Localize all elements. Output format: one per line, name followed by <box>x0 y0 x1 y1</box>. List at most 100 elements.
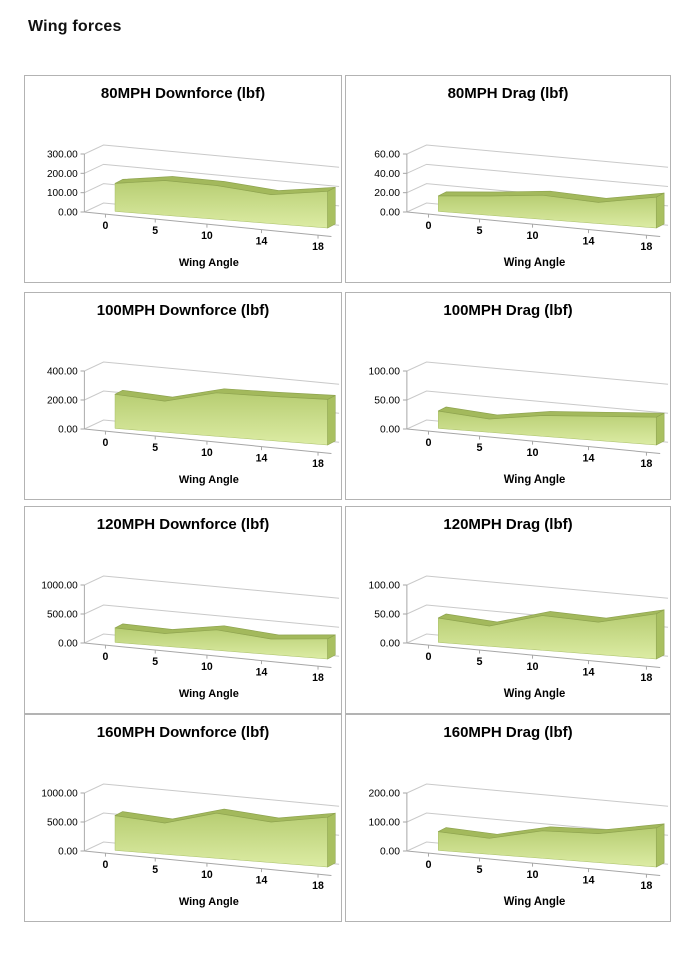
x-tick-label: 14 <box>256 874 268 886</box>
chart-title: 80MPH Downforce (lbf) <box>100 85 266 102</box>
x-axis-title: Wing Angle <box>504 474 565 486</box>
x-tick-label: 14 <box>256 666 268 678</box>
x-tick-label: 14 <box>583 452 595 464</box>
y-tick-label: 100.00 <box>369 580 401 591</box>
x-tick-label: 0 <box>425 859 431 871</box>
x-axis-title: Wing Angle <box>179 474 239 486</box>
chart-title: 160MPH Downforce (lbf) <box>96 724 270 741</box>
x-tick-label: 14 <box>256 452 268 464</box>
x-tick-label: 18 <box>640 880 652 892</box>
x-tick-label: 5 <box>477 225 483 237</box>
gridline <box>84 361 340 385</box>
area-top-ridge <box>437 406 665 420</box>
chart-canvas-120mph-downforce: 0.00 500.00 1000.00 0 5 10 14 18 Wing Angle <box>41 575 340 700</box>
y-tick-label: 60.00 <box>374 149 400 160</box>
area-top-ridge <box>437 609 665 627</box>
x-axis-title: Wing Angle <box>504 896 565 908</box>
x-axis-line <box>84 642 332 669</box>
area-front-face <box>114 627 328 660</box>
y-tick-label: 0.00 <box>380 424 400 435</box>
x-tick-label: 14 <box>583 666 595 678</box>
y-tick-label: 40.00 <box>374 169 400 180</box>
y-tick-label: 300.00 <box>47 149 78 160</box>
x-tick-label: 5 <box>152 225 158 237</box>
y-tick-label: 100.00 <box>369 366 401 377</box>
area-top-ridge <box>114 623 336 640</box>
x-tick-label: 10 <box>201 447 213 459</box>
x-tick-label: 18 <box>312 880 324 892</box>
area-top-ridge <box>437 190 665 203</box>
chart-title: 120MPH Drag (lbf) <box>443 516 573 533</box>
x-axis-line <box>406 428 661 455</box>
chart-canvas-100mph-drag: 0.00 50.00 100.00 0 5 10 14 18 Wing Angle <box>369 361 669 486</box>
gridline <box>406 361 669 385</box>
x-tick-label: 10 <box>201 230 213 242</box>
chart-160mph-drag: 160MPH Drag (lbf) 0.00 100.00 200.00 0 5 10 14… <box>345 714 671 922</box>
y-tick-label: 0.00 <box>380 638 400 649</box>
x-tick-label: 18 <box>312 672 324 684</box>
chart-canvas-80mph-drag: 0.00 20.00 40.00 60.00 0 5 10 14 18 Wing Angle <box>374 144 669 269</box>
gridline <box>406 163 669 188</box>
chart-120mph-downforce: 120MPH Downforce (lbf) 0.00 500.00 1000.00… <box>24 506 342 714</box>
x-tick-label: 10 <box>201 661 213 673</box>
x-tick-label: 14 <box>256 235 268 247</box>
y-tick-label: 0.00 <box>380 207 400 218</box>
area-end-cap <box>655 192 665 229</box>
gridline <box>84 575 340 599</box>
y-tick-label: 0.00 <box>380 846 400 857</box>
y-tick-label: 50.00 <box>374 609 400 620</box>
x-tick-label: 5 <box>152 656 158 668</box>
x-tick-label: 5 <box>477 656 483 668</box>
area-top-ridge <box>114 808 336 824</box>
area-end-cap <box>327 812 336 868</box>
area-end-cap <box>655 609 665 660</box>
chart-80mph-downforce: 80MPH Downforce (lbf) 0.00 100.00 200.00 30… <box>24 75 342 283</box>
chart-100mph-downforce: 100MPH Downforce (lbf) 0.00 200.00 400.00 0… <box>24 292 342 500</box>
x-tick-label: 10 <box>527 230 539 242</box>
gridline <box>406 812 669 836</box>
x-tick-label: 0 <box>103 859 109 871</box>
x-tick-label: 5 <box>152 864 158 876</box>
area-end-cap <box>327 186 336 229</box>
gridline <box>84 163 340 188</box>
chart-title: 80MPH Drag (lbf) <box>447 85 569 102</box>
area-front-face <box>114 392 328 446</box>
gridline <box>406 783 669 807</box>
chart-canvas-160mph-downforce: 0.00 500.00 1000.00 0 5 10 14 18 Wing Angle <box>41 783 340 908</box>
gridline <box>84 604 340 628</box>
x-axis-line <box>84 850 332 877</box>
x-tick-label: 5 <box>477 442 483 454</box>
x-axis-line <box>84 428 332 455</box>
x-axis-title: Wing Angle <box>179 257 239 269</box>
chart-title: 100MPH Drag (lbf) <box>443 302 573 319</box>
y-tick-label: 0.00 <box>58 207 78 218</box>
page-title: Wing forces <box>28 18 122 35</box>
gridline <box>84 783 340 807</box>
y-tick-label: 100.00 <box>47 188 78 199</box>
gridline <box>406 144 669 168</box>
chart-title: 100MPH Downforce (lbf) <box>96 302 270 319</box>
y-tick-label: 200.00 <box>369 788 401 799</box>
chart-title: 160MPH Drag (lbf) <box>443 724 573 741</box>
chart-100mph-drag: 100MPH Drag (lbf) 0.00 50.00 100.00 0 5 10 14 1… <box>345 292 671 500</box>
gridline <box>406 575 669 599</box>
y-tick-label: 1000.00 <box>41 580 78 591</box>
y-tick-label: 0.00 <box>58 424 78 435</box>
x-tick-label: 0 <box>425 437 431 449</box>
x-tick-label: 14 <box>583 235 595 247</box>
chart-canvas-120mph-drag: 0.00 50.00 100.00 0 5 10 14 18 Wing Angle <box>369 575 669 700</box>
chart-80mph-drag: 80MPH Drag (lbf) 0.00 20.00 40.00 60.00 0 5 10… <box>345 75 671 283</box>
area-end-cap <box>655 823 665 868</box>
x-axis-line <box>84 211 332 238</box>
y-tick-label: 50.00 <box>374 395 400 406</box>
x-tick-label: 10 <box>527 869 539 881</box>
x-tick-label: 18 <box>312 241 324 253</box>
y-tick-label: 200.00 <box>47 169 78 180</box>
chart-160mph-downforce: 160MPH Downforce (lbf) 0.00 500.00 1000.00… <box>24 714 342 922</box>
y-tick-label: 20.00 <box>374 188 400 199</box>
chart-canvas-160mph-drag: 0.00 100.00 200.00 0 5 10 14 18 Wing Angle <box>369 783 669 908</box>
x-axis-title: Wing Angle <box>504 257 565 269</box>
x-axis-line <box>406 850 661 877</box>
x-tick-label: 0 <box>103 437 109 449</box>
area-top-ridge <box>114 176 336 195</box>
